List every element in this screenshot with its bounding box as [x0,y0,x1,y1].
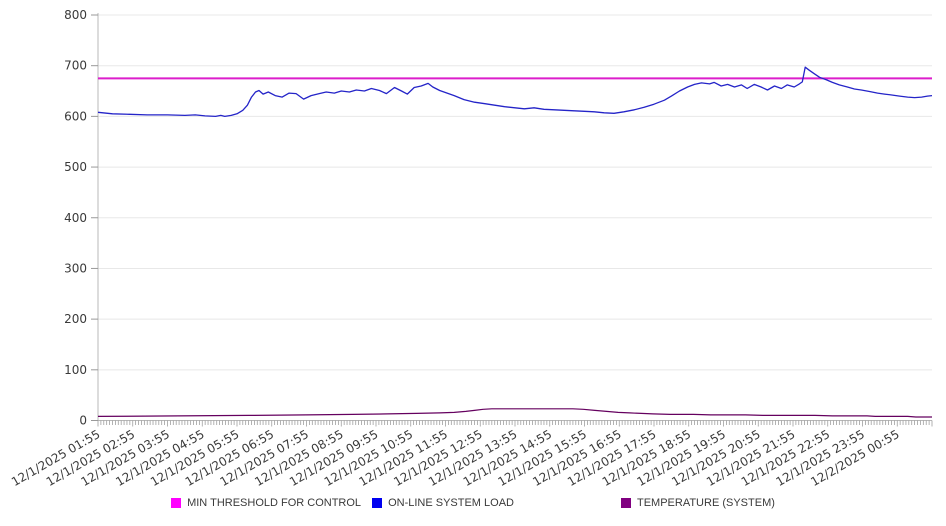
legend-item: MIN THRESHOLD FOR CONTROL [171,497,361,509]
axes [97,13,932,421]
legend-label: TEMPERATURE (SYSTEM) [636,497,775,509]
y-axis-tick-label: 700 [64,59,87,73]
legend-swatch-icon [372,498,383,508]
y-axis-tick-label: 300 [64,261,87,275]
y-axis-labels: 0 100 200 300 400 500 600 700 800 [64,8,98,428]
y-axis-tick-label: 100 [64,363,87,377]
y-axis-tick-label: 400 [64,211,87,225]
y-axis-tick-label: 500 [64,160,87,174]
legend-label: ON-LINE SYSTEM LOAD [388,497,514,509]
y-axis-tick-label: 600 [64,109,87,123]
y-axis-tick-label: 800 [64,8,87,22]
legend-label: MIN THRESHOLD FOR CONTROL [187,497,362,509]
y-axis-tick-label: 200 [64,312,87,326]
legend-item: TEMPERATURE (SYSTEM) [620,497,775,509]
legend-swatch-icon [171,498,182,508]
series-on-line-system-load [97,66,933,118]
y-gridlines [98,14,932,421]
y-axis-tick-label: 0 [79,414,87,428]
x-minor-ticks [97,420,933,427]
chart-legend: MIN THRESHOLD FOR CONTROL ON-LINE SYSTEM … [0,497,946,509]
series-temperature-system [97,408,932,418]
legend-swatch-icon [620,498,631,508]
legend-item: ON-LINE SYSTEM LOAD [372,497,514,509]
